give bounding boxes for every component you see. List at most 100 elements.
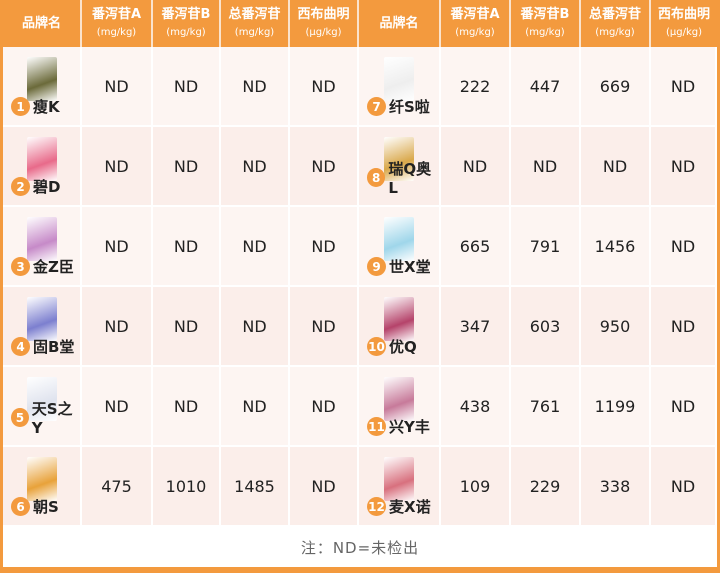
brand-label: 7 纤S啦 [367, 96, 430, 117]
rank-badge: 2 [11, 177, 30, 196]
value-cell: ND [221, 47, 290, 127]
brand-cell: 7 纤S啦 [359, 47, 441, 127]
product-image [384, 457, 414, 501]
brand-name: 世X堂 [389, 258, 431, 276]
col-name: 总番泻苷 [228, 6, 281, 22]
value-cell: ND [651, 207, 717, 287]
value-cell: 229 [511, 447, 581, 527]
header-col: 西布曲明 (μg/kg) [651, 0, 717, 47]
value-cell: ND [82, 47, 153, 127]
value-cell: ND [290, 367, 359, 447]
value-cell: ND [82, 127, 153, 207]
rank-badge: 3 [11, 257, 30, 276]
value-cell: 761 [511, 367, 581, 447]
brand-name: 优Q [389, 338, 417, 356]
value-cell: ND [581, 127, 651, 207]
value-cell: ND [82, 367, 153, 447]
rank-badge: 9 [367, 257, 386, 276]
brand-cell: 3 金Z臣 [3, 207, 82, 287]
value-cell: ND [290, 447, 359, 527]
product-image [26, 377, 57, 421]
value-cell: ND [153, 367, 221, 447]
table-row: 2 碧D ND ND ND ND 8 瑞Q奥L ND ND ND ND [3, 127, 717, 207]
value-cell: ND [82, 287, 153, 367]
rank-badge: 1 [11, 97, 30, 116]
brand-name: 瑞Q奥L [388, 160, 432, 197]
value-cell: ND [153, 207, 221, 287]
table-row: 1 瘦K ND ND ND ND 7 纤S啦 222 447 669 ND [3, 47, 717, 127]
col-unit: (mg/kg) [455, 26, 495, 38]
brand-cell: 5 天S之Y [3, 367, 82, 447]
value-cell: ND [290, 207, 359, 287]
value-cell: ND [290, 127, 359, 207]
value-cell: ND [511, 127, 581, 207]
col-unit: (mg/kg) [96, 26, 137, 38]
rank-badge: 6 [11, 497, 30, 516]
brand-name: 纤S啦 [389, 98, 430, 116]
brand-label: 11 兴Y丰 [367, 416, 430, 437]
value-cell: 438 [441, 367, 511, 447]
value-cell: 1485 [221, 447, 290, 527]
value-cell: ND [221, 127, 290, 207]
product-image [26, 137, 57, 181]
brand-label: 2 碧D [11, 176, 60, 197]
table-body: 1 瘦K ND ND ND ND 7 纤S啦 222 447 669 ND 2 碧D ND ND ND ND … [3, 47, 717, 527]
product-image [384, 137, 414, 181]
col-unit: (mg/kg) [166, 26, 206, 38]
brand-name: 麦X诺 [389, 498, 431, 516]
col-name: 番泻苷B [520, 6, 570, 22]
brand-cell: 9 世X堂 [359, 207, 441, 287]
brand-label: 9 世X堂 [367, 256, 431, 277]
brand-name: 天S之Y [31, 400, 73, 437]
product-image [26, 457, 57, 501]
value-cell: 1456 [581, 207, 651, 287]
value-cell: 109 [441, 447, 511, 527]
col-name: 番泻苷B [161, 6, 211, 22]
value-cell: 475 [82, 447, 153, 527]
value-cell: 665 [441, 207, 511, 287]
value-cell: ND [651, 367, 717, 447]
value-cell: 222 [441, 47, 511, 127]
brand-label: 8 瑞Q奥L [367, 158, 439, 197]
value-cell: 603 [511, 287, 581, 367]
rank-badge: 4 [11, 337, 30, 356]
value-cell: ND [153, 47, 221, 127]
rank-badge: 12 [367, 497, 386, 516]
brand-cell: 2 碧D [3, 127, 82, 207]
col-unit: (mg/kg) [234, 26, 275, 38]
value-cell: 669 [581, 47, 651, 127]
col-unit: (μg/kg) [665, 26, 703, 38]
value-cell: ND [221, 287, 290, 367]
value-cell: ND [153, 287, 221, 367]
rank-badge: 7 [367, 97, 386, 116]
product-image [26, 57, 57, 101]
header-col: 番泻苷A (mg/kg) [441, 0, 511, 47]
header-col: 番泻苷A (mg/kg) [82, 0, 153, 47]
brand-cell: 12 麦X诺 [359, 447, 441, 527]
value-cell: ND [290, 47, 359, 127]
value-cell: ND [82, 207, 153, 287]
brand-label: 6 朝S [11, 496, 59, 517]
col-name: 西布曲明 [297, 6, 350, 22]
value-cell: ND [221, 207, 290, 287]
value-cell: ND [651, 47, 717, 127]
col-name: 番泻苷A [91, 6, 142, 22]
brand-label: 1 瘦K [11, 96, 60, 117]
brand-cell: 11 兴Y丰 [359, 367, 441, 447]
col-unit: (mg/kg) [525, 26, 565, 38]
brand-cell: 1 瘦K [3, 47, 82, 127]
col-unit: (mg/kg) [595, 26, 635, 38]
header-brand: 品牌名 [359, 0, 441, 47]
table-row: 6 朝S 475 1010 1485 ND 12 麦X诺 109 229 338 ND [3, 447, 717, 527]
product-image [26, 297, 57, 341]
value-cell: ND [290, 287, 359, 367]
value-cell: 791 [511, 207, 581, 287]
rank-badge: 11 [367, 417, 386, 436]
table-row: 5 天S之Y ND ND ND ND 11 兴Y丰 438 761 1199 ND [3, 367, 717, 447]
value-cell: ND [441, 127, 511, 207]
brand-name: 碧D [33, 178, 61, 196]
col-unit: (μg/kg) [305, 26, 342, 38]
footnote: 注：ND=未检出 [300, 538, 420, 557]
brand-name: 朝S [33, 498, 59, 516]
